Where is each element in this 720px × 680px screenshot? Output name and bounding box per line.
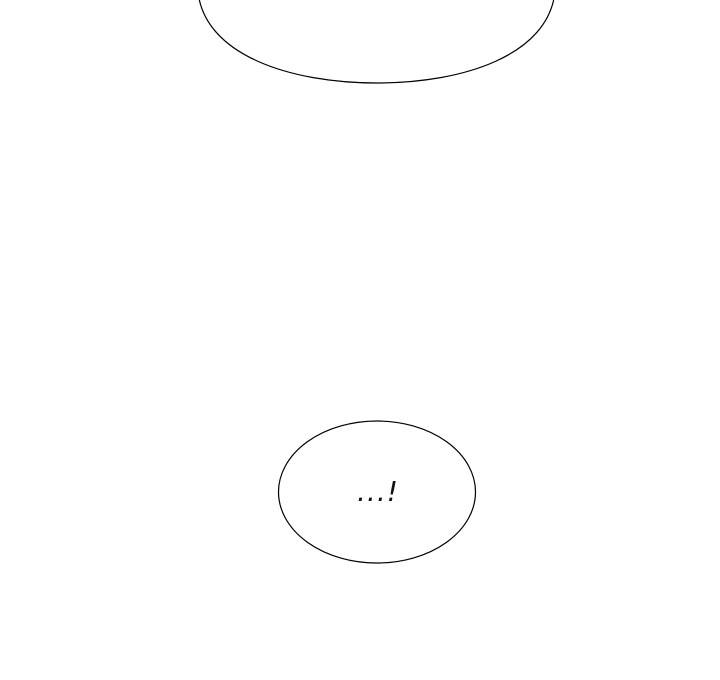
top-speech-bubble xyxy=(198,0,555,84)
bottom-speech-bubble xyxy=(277,420,477,564)
bottom-bubble-text: ...! xyxy=(357,475,399,508)
